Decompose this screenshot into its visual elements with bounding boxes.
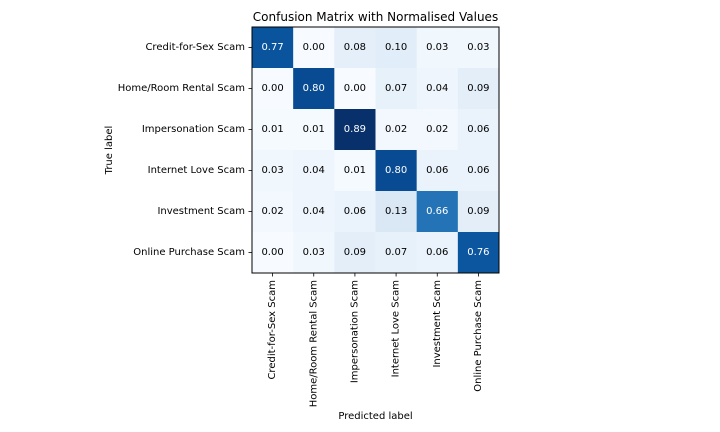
cell-value-r4-c3: 0.13 <box>385 206 407 217</box>
cell-value-r3-c1: 0.04 <box>303 165 325 176</box>
cell-value-r2-c2: 0.89 <box>344 124 366 135</box>
matrix-cell-r2-c4 <box>416 109 459 151</box>
matrix-cell-r3-c3 <box>375 150 418 192</box>
x-tick-label: Home/Room Rental Scam <box>308 280 319 407</box>
cell-value-r3-c4: 0.06 <box>426 165 448 176</box>
matrix-cell-r4-c0 <box>252 191 294 233</box>
matrix-cell-r1-c1 <box>293 68 335 110</box>
cell-value-r5-c0: 0.00 <box>261 247 283 258</box>
cell-value-r3-c5: 0.06 <box>467 165 489 176</box>
x-tick-label: Credit-for-Sex Scam <box>267 280 278 380</box>
cell-value-r1-c3: 0.07 <box>385 83 407 94</box>
chart-title: Confusion Matrix with Normalised Values <box>253 10 498 24</box>
matrix-cell-r1-c4 <box>416 68 459 110</box>
x-axis-ticks: Credit-for-Sex Scam Home/Room Rental Scam… <box>267 273 484 407</box>
matrix-cell-r1-c2 <box>334 68 376 110</box>
matrix-cell-r5-c1 <box>293 232 335 274</box>
matrix-cell-r0-c3 <box>375 27 418 69</box>
matrix-cell-r5-c5 <box>457 232 500 274</box>
cell-value-r2-c4: 0.02 <box>426 124 448 135</box>
cell-value-r5-c3: 0.07 <box>385 247 407 258</box>
matrix-cell-r3-c0 <box>252 150 294 192</box>
cell-value-r1-c1: 0.80 <box>303 83 325 94</box>
matrix-cell-r5-c2 <box>334 232 376 274</box>
matrix-cell-values: 0.77 0.00 0.08 0.10 0.03 0.03 0.00 0.80 0.00 0.07… <box>261 42 489 258</box>
cell-value-r3-c3: 0.80 <box>385 165 407 176</box>
matrix-cell-r4-c5 <box>457 191 500 233</box>
matrix-cell-r4-c1 <box>293 191 335 233</box>
matrix-cell-r0-c0 <box>252 27 294 69</box>
cell-value-r4-c0: 0.02 <box>261 206 283 217</box>
y-tick-label: Investment Scam <box>157 206 245 217</box>
cell-value-r5-c1: 0.03 <box>303 247 325 258</box>
cell-value-r2-c5: 0.06 <box>467 124 489 135</box>
matrix-cell-r5-c0 <box>252 232 294 274</box>
y-tick-label: Impersonation Scam <box>142 124 245 135</box>
cell-value-r4-c1: 0.04 <box>303 206 325 217</box>
cell-value-r1-c2: 0.00 <box>344 83 366 94</box>
cell-value-r5-c4: 0.06 <box>426 247 448 258</box>
y-tick-label: Home/Room Rental Scam <box>118 83 245 94</box>
cell-value-r3-c2: 0.01 <box>344 165 366 176</box>
x-tick-label: Impersonation Scam <box>349 280 360 383</box>
matrix-cell-r3-c5 <box>457 150 500 192</box>
cell-value-r0-c1: 0.00 <box>303 42 325 53</box>
matrix-cell-r2-c2 <box>334 109 376 151</box>
cell-value-r5-c2: 0.09 <box>344 247 366 258</box>
matrix-cell-r4-c3 <box>375 191 418 233</box>
matrix-cell-r1-c5 <box>457 68 500 110</box>
matrix-cell-r4-c2 <box>334 191 376 233</box>
matrix-cell-r2-c3 <box>375 109 418 151</box>
matrix-cell-r3-c1 <box>293 150 335 192</box>
cell-value-r5-c5: 0.76 <box>467 247 489 258</box>
cell-value-r0-c4: 0.03 <box>426 42 448 53</box>
cell-value-r1-c0: 0.00 <box>261 83 283 94</box>
matrix-cell-r5-c3 <box>375 232 418 274</box>
x-tick-label: Internet Love Scam <box>391 280 402 377</box>
plot-frame <box>251 26 500 274</box>
matrix-cells <box>252 27 500 274</box>
matrix-cell-r0-c4 <box>416 27 459 69</box>
matrix-cell-r2-c5 <box>457 109 500 151</box>
cell-value-r2-c1: 0.01 <box>303 124 325 135</box>
matrix-cell-r4-c4 <box>416 191 459 233</box>
x-axis-label: Predicted label <box>338 411 412 422</box>
matrix-cell-r2-c0 <box>252 109 294 151</box>
cell-value-r2-c0: 0.01 <box>261 124 283 135</box>
y-axis-label: True label <box>104 126 115 176</box>
x-tick-label: Online Purchase Scam <box>473 280 484 392</box>
y-tick-label: Internet Love Scam <box>148 165 245 176</box>
cell-value-r0-c0: 0.77 <box>261 42 283 53</box>
cell-value-r3-c0: 0.03 <box>261 165 283 176</box>
matrix-cell-r3-c2 <box>334 150 376 192</box>
matrix-cell-r2-c1 <box>293 109 335 151</box>
matrix-cell-r1-c0 <box>252 68 294 110</box>
matrix-cell-r0-c1 <box>293 27 335 69</box>
cell-value-r4-c5: 0.09 <box>467 206 489 217</box>
matrix-cell-r0-c2 <box>334 27 376 69</box>
cell-value-r1-c5: 0.09 <box>467 83 489 94</box>
y-tick-label: Online Purchase Scam <box>133 247 245 258</box>
cell-value-r0-c2: 0.08 <box>344 42 366 53</box>
y-tick-label: Credit-for-Sex Scam <box>145 42 245 53</box>
cell-value-r4-c2: 0.06 <box>344 206 366 217</box>
cell-value-r0-c5: 0.03 <box>467 42 489 53</box>
matrix-cell-r1-c3 <box>375 68 418 110</box>
matrix-cell-r3-c4 <box>416 150 459 192</box>
cell-value-r0-c3: 0.10 <box>385 42 407 53</box>
matrix-cell-r0-c5 <box>457 27 500 69</box>
cell-value-r2-c3: 0.02 <box>385 124 407 135</box>
matrix-cell-r5-c4 <box>416 232 459 274</box>
y-axis-ticks: Credit-for-Sex Scam Home/Room Rental Scam… <box>118 42 252 258</box>
x-tick-label: Investment Scam <box>432 280 443 368</box>
cell-value-r1-c4: 0.04 <box>426 83 448 94</box>
cell-value-r4-c4: 0.66 <box>426 206 448 217</box>
